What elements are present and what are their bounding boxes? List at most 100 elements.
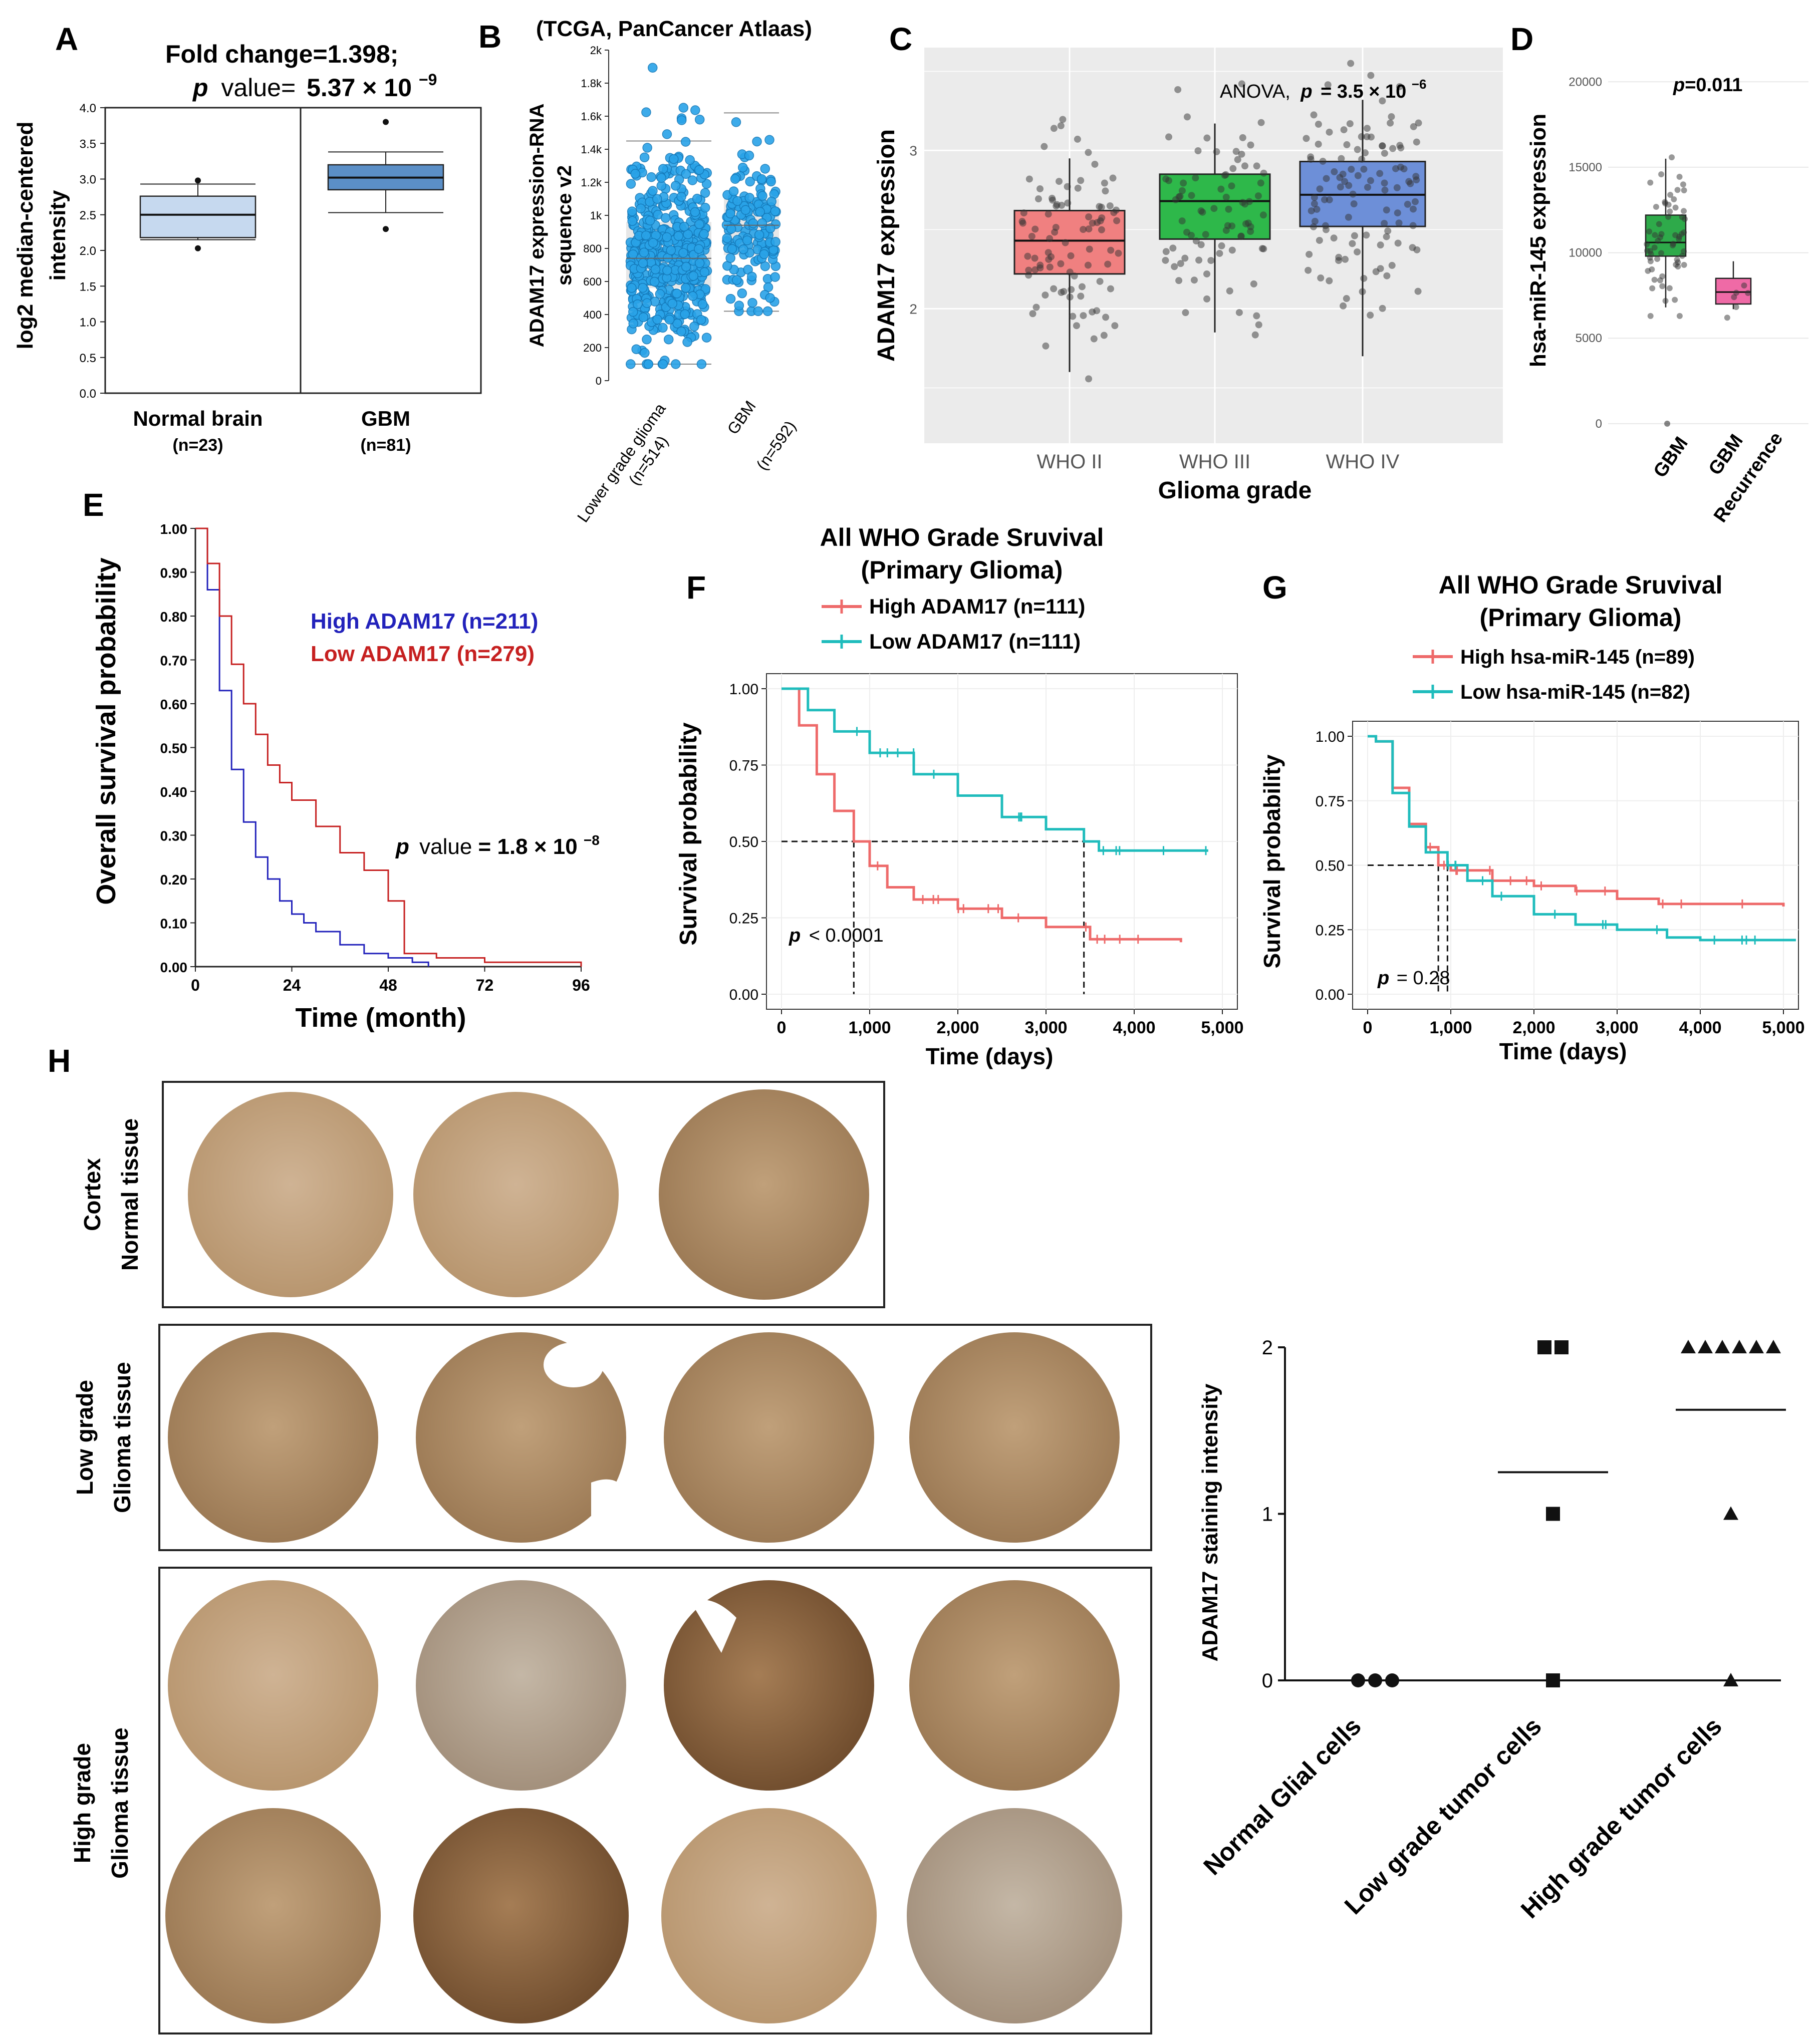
b-point [757, 191, 767, 201]
c-point [1068, 286, 1075, 294]
b-ylabel-2: sequence v2 [554, 165, 576, 285]
b-point [652, 315, 662, 325]
c-point [1250, 280, 1257, 287]
b-point [690, 105, 700, 115]
c-point [1409, 222, 1417, 229]
E-plot-ytick-label: 0.10 [160, 916, 188, 932]
b-point [745, 176, 755, 187]
c-point [1388, 261, 1396, 269]
tissue-core-high-4 [909, 1580, 1120, 1791]
f-p-value: < 0.0001 [809, 925, 884, 946]
c-point [1042, 291, 1049, 299]
h-ytick-label: 2 [1262, 1337, 1273, 1359]
c-point [1307, 153, 1315, 161]
c-point [1045, 210, 1052, 218]
panel-a: Fold change=1.398; p value= 5.37 × 10 −9… [13, 40, 482, 455]
c-xlabel: Glioma grade [1158, 477, 1312, 504]
c-point [1381, 150, 1388, 157]
c-point [1218, 242, 1225, 249]
e-xlabel: Time (month) [296, 1003, 466, 1033]
c-point [1074, 135, 1081, 143]
b-point [656, 173, 667, 183]
c-annotation: ANOVA, p = 3.5 × 10 −6 [1220, 77, 1427, 102]
b-point [663, 334, 674, 345]
b-point [680, 137, 691, 147]
b-point [700, 188, 710, 198]
c-point [1322, 222, 1329, 229]
c-point [1190, 276, 1198, 284]
c-point [1379, 305, 1386, 312]
c-point [1020, 209, 1027, 217]
d-point [1653, 203, 1659, 210]
d-point [1745, 290, 1751, 297]
c-point [1338, 155, 1345, 162]
h-box-high [158, 1567, 1152, 2034]
c-point [1335, 253, 1343, 261]
E-plot-xtick-label: 24 [283, 976, 301, 994]
b-point [731, 275, 742, 285]
c-point [1110, 209, 1118, 216]
c-point [1253, 312, 1260, 320]
c-point [1187, 231, 1195, 239]
a-xlabel-gbm-n: (n=81) [360, 436, 411, 455]
c-plot: 2 3 WHO II WHO III WHO IV [909, 48, 1503, 473]
g-title-2: (Primary Glioma) [1480, 604, 1682, 632]
b-point [732, 196, 742, 206]
a-p-exp: −9 [419, 71, 437, 89]
d-point [1659, 273, 1666, 279]
c-point [1102, 187, 1109, 195]
c-point [1349, 240, 1356, 247]
c-point [1098, 214, 1106, 221]
c-point [1104, 260, 1112, 268]
d-point [1651, 244, 1658, 251]
c-point [1197, 207, 1205, 215]
c-point [1080, 312, 1087, 320]
G-plot-curve-1 [1368, 735, 1796, 942]
d-point [1680, 181, 1686, 188]
E-plot-curve-1 [195, 527, 582, 967]
b-point [676, 327, 686, 337]
c-point [1192, 237, 1200, 245]
d-p: p [1673, 75, 1685, 96]
c-point [1109, 174, 1117, 182]
g-pvalue: p = 0.28 [1377, 968, 1450, 989]
c-point [1259, 211, 1267, 219]
E-plot-xtick-label: 96 [572, 976, 590, 994]
b-point [738, 244, 748, 254]
c-point [1340, 302, 1347, 310]
G-plot-xtick-label: 1,000 [1429, 1018, 1472, 1037]
b-point [626, 179, 636, 189]
c-point [1348, 166, 1355, 173]
G-plot-xtick-label: 5,000 [1762, 1018, 1804, 1037]
c-point [1162, 248, 1170, 255]
E-plot-ytick-label: 1.00 [160, 521, 188, 537]
a-frame [104, 107, 482, 394]
c-point [1090, 335, 1098, 343]
c-point [1342, 255, 1349, 263]
c-point [1310, 111, 1318, 119]
d-p-value: =0.011 [1685, 75, 1742, 96]
c-point [1326, 277, 1333, 284]
a-ytick-label: 3.0 [80, 173, 96, 187]
c-point [1182, 309, 1189, 317]
h-point-square [1554, 1340, 1569, 1354]
b-point [655, 289, 665, 299]
b-point [694, 244, 704, 254]
h-point-triangle [1698, 1340, 1713, 1353]
c-point [1393, 184, 1401, 191]
c-point [1089, 219, 1096, 227]
c-point [1247, 228, 1254, 235]
b-point [759, 249, 769, 259]
c-point [1331, 168, 1338, 175]
c-point [1180, 179, 1187, 187]
b-point [679, 221, 689, 232]
c-point [1343, 141, 1351, 148]
c-point [1062, 239, 1069, 246]
d-point [1656, 221, 1662, 227]
c-point [1315, 140, 1322, 148]
f-legend-label: High ADAM17 (n=111) [869, 595, 1085, 618]
c-point [1341, 178, 1349, 185]
c-point [1036, 261, 1044, 269]
d-point [1646, 228, 1653, 235]
